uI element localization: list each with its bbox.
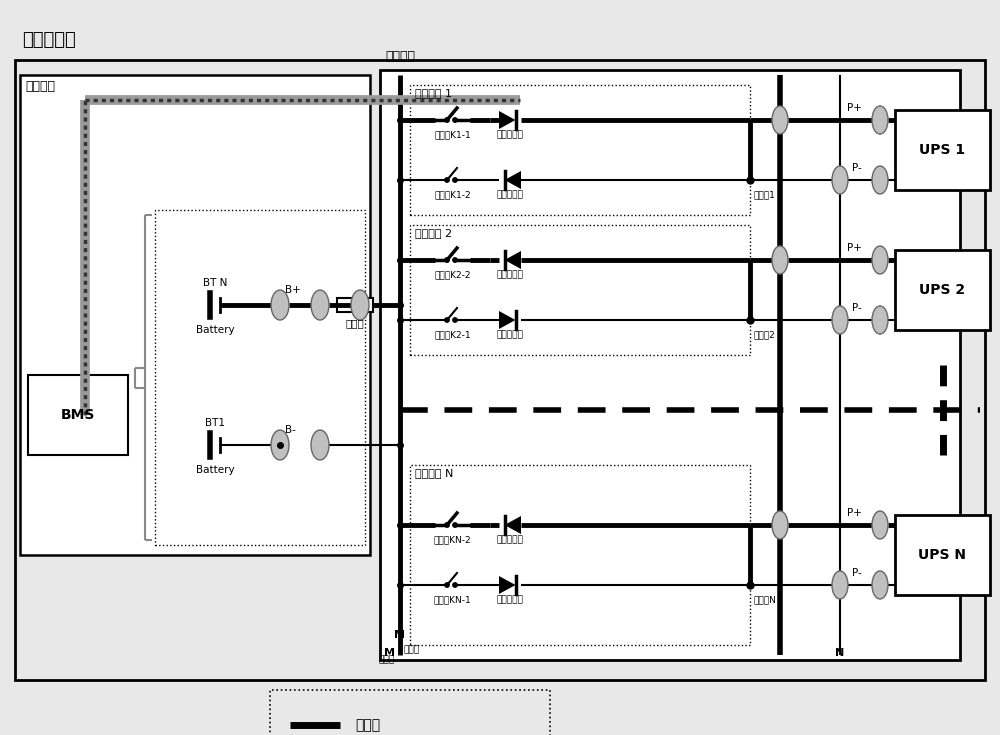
Circle shape (445, 178, 449, 182)
Text: 充电二极管: 充电二极管 (497, 536, 523, 545)
Text: 充电继KN-2: 充电继KN-2 (434, 536, 471, 545)
Text: 锂电池组: 锂电池组 (25, 81, 55, 93)
Ellipse shape (872, 106, 888, 134)
Text: UPS 2: UPS 2 (919, 283, 966, 297)
Circle shape (453, 118, 457, 122)
Text: UPS N: UPS N (918, 548, 966, 562)
Ellipse shape (271, 430, 289, 460)
Text: P+: P+ (847, 508, 862, 518)
Ellipse shape (872, 511, 888, 539)
Text: 正极线: 正极线 (355, 718, 380, 732)
Text: 控制单元 1: 控制单元 1 (415, 88, 452, 98)
Ellipse shape (832, 571, 848, 599)
Bar (895, 515, 990, 595)
Text: B-: B- (285, 425, 296, 435)
Polygon shape (505, 251, 521, 269)
Text: 内总压: 内总压 (379, 656, 395, 664)
Circle shape (445, 118, 449, 122)
Text: 内总压: 内总压 (403, 645, 419, 654)
Text: 放电二极管: 放电二极管 (497, 331, 523, 340)
Circle shape (445, 583, 449, 587)
Text: N: N (835, 648, 844, 658)
Circle shape (445, 318, 449, 322)
Polygon shape (499, 311, 516, 329)
Text: UPS 1: UPS 1 (919, 143, 966, 157)
Ellipse shape (311, 290, 329, 320)
Ellipse shape (872, 306, 888, 334)
Polygon shape (499, 111, 516, 129)
Polygon shape (505, 171, 521, 189)
Text: BMS: BMS (61, 408, 95, 422)
Bar (337, 298, 373, 312)
Text: B+: B+ (285, 285, 301, 295)
Text: M: M (384, 648, 395, 658)
Text: 充电继K1-2: 充电继K1-2 (434, 190, 471, 199)
Text: 控制单元 2: 控制单元 2 (415, 228, 452, 238)
Ellipse shape (311, 430, 329, 460)
Circle shape (445, 258, 449, 262)
Ellipse shape (832, 306, 848, 334)
Ellipse shape (772, 246, 788, 274)
Text: 外总压2: 外总压2 (753, 331, 775, 340)
Bar (270, 690, 550, 735)
Text: 放电二极管: 放电二极管 (497, 131, 523, 140)
Text: 外总压1: 外总压1 (753, 190, 775, 199)
Circle shape (453, 583, 457, 587)
Text: 外总压N: 外总压N (753, 595, 776, 604)
Text: P-: P- (852, 163, 862, 173)
Bar (380, 70, 960, 660)
Text: 充电继K2-2: 充电继K2-2 (434, 270, 471, 279)
Text: BT1: BT1 (205, 418, 225, 428)
Bar (28, 375, 128, 455)
Ellipse shape (772, 106, 788, 134)
Text: 控制单元 N: 控制单元 N (415, 468, 453, 478)
Text: P+: P+ (847, 243, 862, 253)
Bar (155, 210, 365, 545)
Ellipse shape (772, 511, 788, 539)
Circle shape (453, 318, 457, 322)
Text: 放电继K1-1: 放电继K1-1 (434, 131, 471, 140)
Circle shape (453, 258, 457, 262)
Text: 充电二极管: 充电二极管 (497, 190, 523, 199)
Text: M: M (394, 630, 405, 640)
Ellipse shape (351, 290, 369, 320)
Circle shape (445, 523, 449, 527)
Text: 锂电池系统: 锂电池系统 (22, 31, 76, 49)
Bar (410, 465, 750, 645)
Circle shape (453, 178, 457, 182)
Bar (895, 250, 990, 330)
Bar (20, 75, 370, 555)
Text: 放电继K2-1: 放电继K2-1 (434, 331, 471, 340)
Text: Battery: Battery (196, 325, 234, 335)
Ellipse shape (872, 246, 888, 274)
Text: 熔断器: 熔断器 (346, 318, 364, 328)
Text: Battery: Battery (196, 465, 234, 475)
Bar (410, 225, 750, 355)
Text: 放电继KN-1: 放电继KN-1 (434, 595, 471, 604)
Text: 控制电路: 控制电路 (385, 51, 415, 63)
Ellipse shape (872, 571, 888, 599)
Text: P+: P+ (847, 103, 862, 113)
Bar (895, 110, 990, 190)
Ellipse shape (872, 166, 888, 194)
Polygon shape (505, 516, 521, 534)
Text: 放电二极管: 放电二极管 (497, 595, 523, 604)
Ellipse shape (271, 290, 289, 320)
Ellipse shape (832, 166, 848, 194)
Text: P-: P- (852, 568, 862, 578)
Bar (410, 85, 750, 215)
Polygon shape (499, 576, 516, 594)
Text: 充电二极管: 充电二极管 (497, 270, 523, 279)
Text: P-: P- (852, 303, 862, 313)
Text: BT N: BT N (203, 278, 227, 288)
Bar (15, 60, 985, 680)
Circle shape (453, 523, 457, 527)
